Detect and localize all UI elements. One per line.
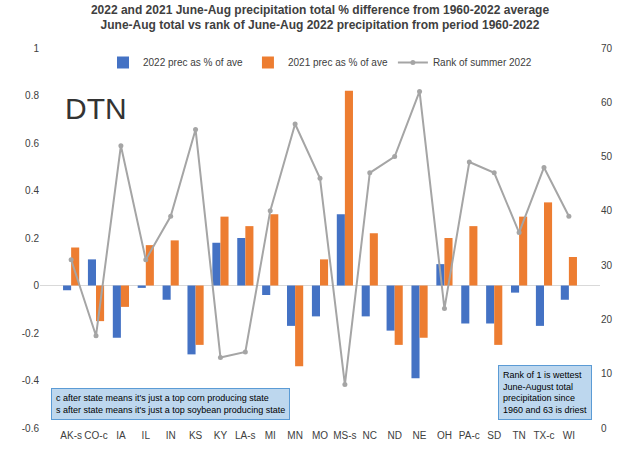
svg-text:2022 prec as % of ave: 2022 prec as % of ave [143, 57, 243, 68]
svg-text:SD: SD [487, 430, 501, 441]
svg-text:10: 10 [601, 368, 613, 379]
svg-text:DTN: DTN [65, 92, 127, 125]
svg-text:2022 and 2021 June-Aug precipi: 2022 and 2021 June-Aug precipitation tot… [91, 3, 550, 33]
svg-text:20: 20 [601, 314, 613, 325]
svg-text:TN: TN [512, 430, 525, 441]
svg-text:1: 1 [33, 43, 39, 54]
svg-text:PA-c: PA-c [459, 430, 480, 441]
svg-text:30: 30 [601, 260, 613, 271]
svg-text:AK-s: AK-s [60, 430, 82, 441]
svg-text:-0.4: -0.4 [22, 375, 40, 386]
svg-text:NC: NC [363, 430, 377, 441]
svg-text:0: 0 [33, 280, 39, 291]
svg-text:WI: WI [563, 430, 575, 441]
svg-text:0: 0 [601, 423, 607, 434]
svg-text:MS-s: MS-s [333, 430, 356, 441]
svg-text:NE: NE [413, 430, 427, 441]
svg-text:KS: KS [189, 430, 203, 441]
svg-text:70: 70 [601, 43, 613, 54]
svg-text:Rank of summer 2022: Rank of summer 2022 [433, 57, 532, 68]
svg-text:40: 40 [601, 205, 613, 216]
svg-text:KY: KY [214, 430, 228, 441]
svg-text:LA-s: LA-s [235, 430, 256, 441]
svg-text:IA: IA [116, 430, 126, 441]
svg-text:-0.2: -0.2 [22, 328, 40, 339]
svg-text:60: 60 [601, 97, 613, 108]
svg-text:IL: IL [142, 430, 151, 441]
svg-text:ND: ND [387, 430, 401, 441]
svg-text:IN: IN [166, 430, 176, 441]
svg-text:0.2: 0.2 [25, 233, 39, 244]
svg-text:CO-c: CO-c [84, 430, 107, 441]
svg-text:0.6: 0.6 [25, 138, 39, 149]
svg-text:c after state means it's just: c after state means it's just a top corn… [56, 393, 285, 415]
svg-text:50: 50 [601, 151, 613, 162]
svg-text:MO: MO [312, 430, 328, 441]
svg-text:MI: MI [265, 430, 276, 441]
svg-text:2021 prec as % of ave: 2021 prec as % of ave [288, 57, 388, 68]
svg-text:0.4: 0.4 [25, 185, 39, 196]
svg-text:TX-c: TX-c [533, 430, 554, 441]
svg-text:Rank of 1 is wettestJune-Augus: Rank of 1 is wettestJune-August totalpre… [503, 370, 587, 415]
svg-text:0.8: 0.8 [25, 90, 39, 101]
svg-text:-0.6: -0.6 [22, 423, 40, 434]
svg-text:MN: MN [287, 430, 303, 441]
svg-text:OH: OH [437, 430, 452, 441]
